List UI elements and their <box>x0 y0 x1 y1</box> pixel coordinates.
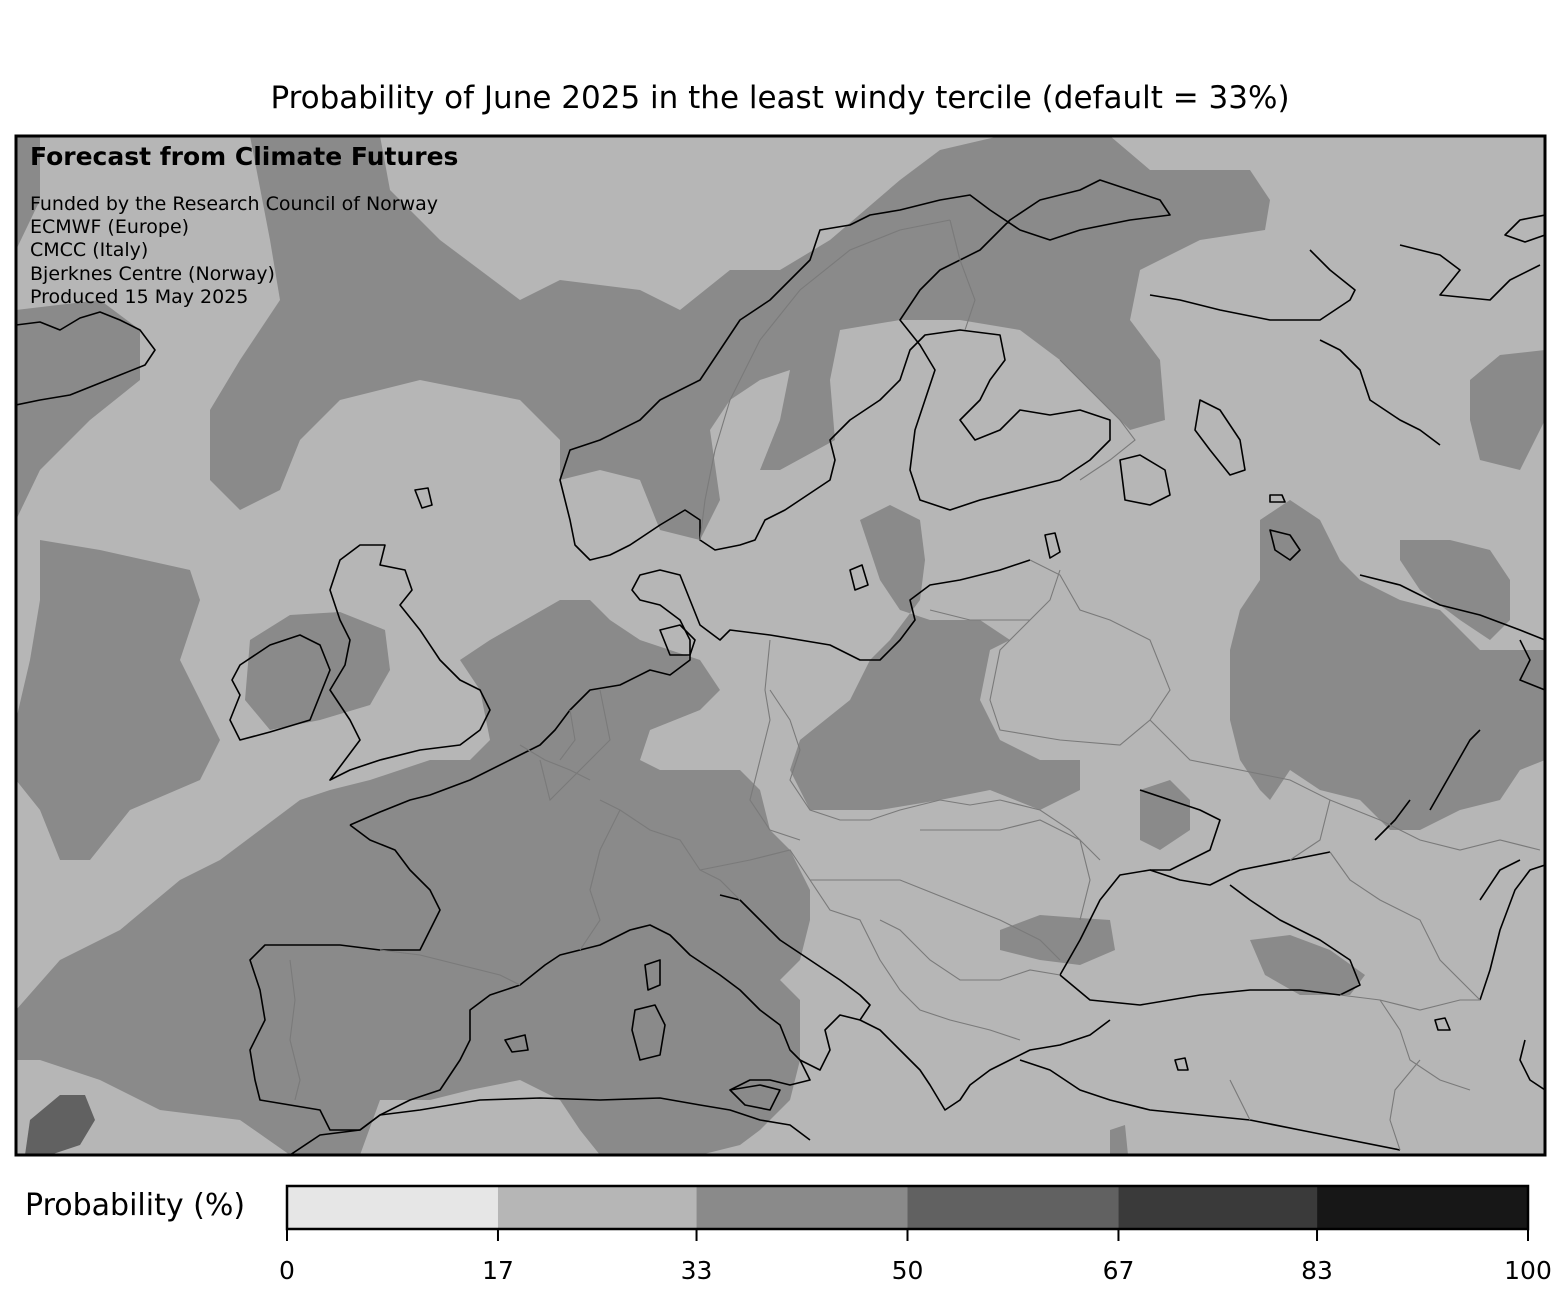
field-50-67 <box>25 1095 95 1155</box>
colorbar-bin-2 <box>696 1186 908 1229</box>
credit-line-bjerknes: Bjerknes Centre (Norway) <box>30 262 275 285</box>
colorbar-tick-label-1: 17 <box>482 1256 514 1285</box>
colorbar-tick-label-5: 83 <box>1301 1256 1333 1285</box>
credit-heading: Forecast from Climate Futures <box>30 142 459 171</box>
colorbar-tick-label-0: 0 <box>279 1256 295 1285</box>
colorbar-bin-5 <box>1317 1186 1528 1229</box>
national-borders <box>289 219 1541 1151</box>
colorbar-tick-label-3: 50 <box>891 1256 924 1285</box>
colorbar-label: Probability (%) <box>25 1188 246 1223</box>
colorbar-tick-label-4: 67 <box>1102 1256 1135 1285</box>
credit-line-produced: Produced 15 May 2025 <box>30 285 249 308</box>
credit-line-funder: Funded by the Research Council of Norway <box>30 193 439 215</box>
colorbar-bin-0 <box>287 1186 498 1229</box>
credit-line-ecmwf: ECMWF (Europe) <box>30 216 190 239</box>
colorbar-tick-label-6: 100 <box>1504 1256 1552 1285</box>
credit-box: Forecast from Climate Futures Funded by … <box>30 141 458 309</box>
map-frame <box>14 134 1547 1157</box>
colorbar-bin-4 <box>1118 1186 1318 1229</box>
credit-lines: Funded by the Research Council of Norway… <box>30 193 458 309</box>
credit-line-cmcc: CMCC (Italy) <box>30 239 149 262</box>
colorbar-bin-3 <box>907 1186 1119 1229</box>
colorbar-tick-label-2: 33 <box>680 1256 713 1285</box>
colorbar-bin-1 <box>497 1186 697 1229</box>
colorbar <box>285 1184 1530 1241</box>
map-title: Probability of June 2025 in the least wi… <box>270 80 1290 116</box>
probability-field <box>16 136 1545 1155</box>
